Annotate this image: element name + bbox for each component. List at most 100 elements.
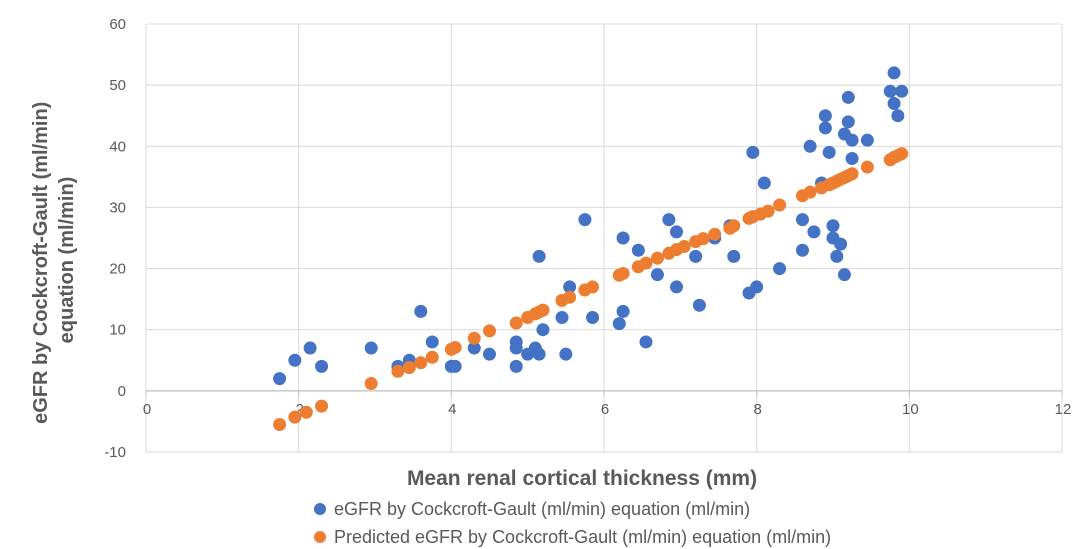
predicted-point bbox=[761, 204, 775, 218]
observed-point bbox=[891, 109, 905, 123]
legend-entry-observed: eGFR by Cockcroft-Gault (ml/min) equatio… bbox=[314, 499, 750, 519]
predicted-point bbox=[467, 331, 481, 345]
y-tick-label: 20 bbox=[109, 261, 126, 278]
observed-point bbox=[845, 133, 859, 147]
observed-point bbox=[803, 139, 817, 153]
observed-point bbox=[692, 298, 706, 312]
observed-point bbox=[273, 372, 287, 386]
observed-point bbox=[727, 249, 741, 263]
predicted-point bbox=[696, 232, 710, 246]
y-tick-label: -10 bbox=[104, 444, 126, 461]
observed-point bbox=[425, 335, 439, 349]
legend-marker-predicted bbox=[314, 531, 326, 543]
predicted-point bbox=[402, 361, 416, 375]
observed-point bbox=[773, 262, 787, 276]
predicted-point bbox=[391, 364, 405, 378]
observed-point bbox=[578, 213, 592, 227]
predicted-point bbox=[448, 340, 462, 354]
predicted-point bbox=[586, 280, 600, 294]
y-tick-label: 60 bbox=[109, 16, 126, 33]
observed-point bbox=[532, 249, 546, 263]
y-axis-title-line-2: equation (ml/min) bbox=[56, 177, 78, 344]
y-tick-label: 30 bbox=[109, 199, 126, 216]
y-tick-label: 50 bbox=[109, 77, 126, 94]
axes bbox=[145, 390, 1063, 396]
observed-point bbox=[448, 359, 462, 373]
predicted-point bbox=[425, 350, 439, 364]
observed-point bbox=[826, 219, 840, 233]
y-tick-label: 40 bbox=[109, 138, 126, 155]
x-tick-label: 10 bbox=[902, 401, 919, 418]
observed-point bbox=[467, 341, 481, 355]
observed-point bbox=[845, 152, 859, 166]
observed-point bbox=[555, 310, 569, 324]
observed-point bbox=[670, 280, 684, 294]
observed-point bbox=[315, 359, 329, 373]
x-tick-label: 2 bbox=[295, 401, 303, 418]
predicted-point bbox=[616, 266, 630, 280]
predicted-point bbox=[677, 240, 691, 254]
observed-point bbox=[757, 176, 771, 190]
series-predicted bbox=[273, 147, 909, 431]
observed-point bbox=[616, 304, 630, 318]
x-tick-label: 6 bbox=[601, 401, 609, 418]
observed-point bbox=[689, 249, 703, 263]
observed-point bbox=[750, 280, 764, 294]
predicted-point bbox=[273, 417, 287, 431]
observed-point bbox=[860, 133, 874, 147]
x-axis-title: Mean renal cortical thickness (mm) bbox=[407, 467, 757, 490]
predicted-point bbox=[364, 377, 378, 391]
predicted-point bbox=[727, 219, 741, 233]
y-axis-title-line-1: eGFR by Cockcroft-Gault (ml/min) bbox=[30, 102, 52, 424]
predicted-point bbox=[650, 251, 664, 265]
observed-point bbox=[303, 341, 317, 355]
observed-point bbox=[841, 115, 855, 129]
observed-point bbox=[532, 347, 546, 361]
series-observed bbox=[273, 66, 909, 386]
observed-point bbox=[483, 347, 496, 361]
observed-point bbox=[841, 90, 855, 104]
predicted-point bbox=[845, 167, 859, 181]
predicted-point bbox=[299, 405, 313, 419]
predicted-point bbox=[895, 147, 909, 161]
observed-point bbox=[288, 353, 302, 367]
x-tick-label: 0 bbox=[143, 401, 151, 418]
gridlines bbox=[145, 23, 1063, 453]
x-tick-label: 4 bbox=[448, 401, 456, 418]
observed-point bbox=[364, 341, 378, 355]
observed-point bbox=[536, 323, 550, 337]
data-series bbox=[273, 66, 909, 431]
predicted-point bbox=[563, 290, 577, 304]
observed-point bbox=[746, 145, 760, 159]
observed-point bbox=[586, 310, 600, 324]
legend-marker-observed bbox=[314, 503, 326, 515]
observed-point bbox=[631, 243, 645, 257]
predicted-point bbox=[414, 356, 428, 370]
predicted-point bbox=[803, 185, 817, 199]
predicted-point bbox=[536, 303, 550, 317]
y-tick-label: 10 bbox=[109, 322, 126, 339]
tick-labels: -10 0 10 20 30 40 50 60 0 2 4 6 8 10 12 bbox=[104, 16, 1071, 461]
observed-point bbox=[414, 304, 428, 318]
observed-point bbox=[509, 359, 523, 373]
observed-point bbox=[563, 280, 577, 294]
observed-point bbox=[650, 268, 664, 282]
predicted-point bbox=[860, 160, 874, 174]
y-tick-label: 0 bbox=[118, 383, 126, 400]
observed-point bbox=[887, 96, 901, 110]
y-axis-title: eGFR by Cockcroft-Gault (ml/min) equatio… bbox=[30, 96, 78, 424]
observed-point bbox=[822, 145, 836, 159]
legend-label-predicted: Predicted eGFR by Cockcroft-Gault (ml/mi… bbox=[334, 527, 831, 547]
observed-point bbox=[818, 121, 832, 135]
legend-entry-predicted: Predicted eGFR by Cockcroft-Gault (ml/mi… bbox=[314, 527, 831, 547]
predicted-point bbox=[288, 410, 302, 424]
predicted-point bbox=[708, 227, 722, 241]
observed-point bbox=[616, 231, 630, 245]
observed-point bbox=[662, 213, 676, 227]
observed-point bbox=[807, 225, 821, 239]
predicted-point bbox=[315, 399, 329, 413]
observed-point bbox=[887, 66, 901, 80]
predicted-point bbox=[639, 256, 653, 270]
observed-point bbox=[795, 213, 809, 227]
